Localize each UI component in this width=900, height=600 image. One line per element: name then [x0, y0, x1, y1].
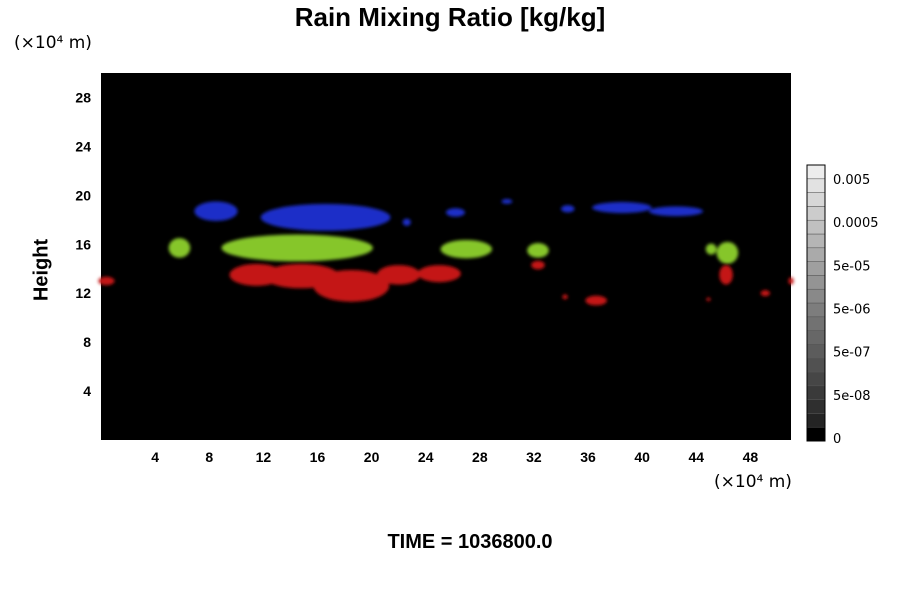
- plot-area: [101, 73, 791, 440]
- colorbar-frame: [806, 164, 826, 442]
- field-regions: [98, 199, 794, 306]
- colorbar-label: 5e-05: [833, 259, 871, 274]
- y-axis-unit: (×10⁴ m): [14, 33, 92, 53]
- field-blob: [648, 206, 704, 217]
- colorbar-swatch: [806, 413, 826, 428]
- x-tick-label: 28: [472, 449, 488, 465]
- x-tick-label: 16: [310, 449, 326, 465]
- field-blob: [531, 260, 545, 270]
- field-blob: [313, 269, 390, 302]
- field-blob: [260, 203, 391, 231]
- colorbar: 0.005 0.0005 5e-05 5e-06 5e-07 5e-08 0: [806, 164, 879, 447]
- field-blob: [221, 234, 373, 262]
- x-tick-label: 24: [418, 449, 434, 465]
- y-tick-label: 28: [75, 89, 91, 105]
- x-tick-label: 12: [256, 449, 272, 465]
- field-blob: [788, 277, 794, 285]
- x-axis-unit: (×10⁴ m): [714, 472, 792, 492]
- colorbar-label: 5e-06: [833, 303, 871, 318]
- field-blob: [446, 208, 465, 217]
- colorbar-label: 0.0005: [833, 216, 879, 231]
- colorbar-swatch: [806, 275, 826, 290]
- time-label: TIME = 1036800.0: [387, 531, 553, 553]
- x-tick-label: 40: [634, 449, 650, 465]
- colorbar-swatch: [806, 344, 826, 359]
- x-tick-label: 20: [364, 449, 380, 465]
- y-axis-ticks: 4 8 12 16 20 24 28: [75, 89, 91, 399]
- region-1: [168, 234, 739, 264]
- y-tick-label: 24: [75, 138, 91, 154]
- x-tick-label: 36: [580, 449, 596, 465]
- colorbar-swatch: [806, 357, 826, 373]
- chart-title: Rain Mixing Ratio [kg/kg]: [294, 2, 606, 32]
- field-blob: [377, 265, 421, 285]
- field-blob: [716, 241, 739, 264]
- colorbar-swatch: [806, 316, 826, 331]
- field-blob: [168, 238, 191, 258]
- colorbar-swatch: [806, 233, 826, 249]
- region-2: [98, 260, 794, 306]
- field-blob: [417, 265, 461, 283]
- field-blob: [706, 297, 711, 302]
- colorbar-label: 0.005: [833, 173, 870, 188]
- y-tick-label: 4: [83, 383, 91, 399]
- colorbar-swatch: [806, 399, 826, 414]
- field-blob: [592, 202, 652, 214]
- colorbar-swatch: [806, 288, 826, 304]
- field-blob: [98, 276, 115, 286]
- y-tick-label: 12: [75, 285, 91, 301]
- colorbar-swatch: [806, 178, 826, 193]
- y-tick-label: 20: [75, 187, 91, 203]
- x-tick-label: 8: [205, 449, 213, 465]
- y-tick-label: 16: [75, 236, 91, 252]
- colorbar-swatch: [806, 371, 826, 387]
- field-blob: [501, 199, 513, 204]
- y-tick-label: 8: [83, 334, 91, 350]
- x-tick-label: 48: [743, 449, 759, 465]
- field-blob: [440, 239, 493, 259]
- field-blob: [585, 295, 607, 306]
- colorbar-swatch: [806, 192, 826, 207]
- colorbar-swatch: [806, 164, 826, 180]
- x-tick-label: 4: [151, 449, 159, 465]
- colorbar-swatch: [806, 261, 826, 276]
- x-tick-label: 44: [689, 449, 705, 465]
- colorbar-label: 5e-08: [833, 389, 871, 404]
- colorbar-swatch: [806, 330, 826, 345]
- region-0: [194, 199, 704, 231]
- field-blob: [402, 218, 411, 226]
- colorbar-swatch: [806, 219, 826, 235]
- colorbar-swatch: [806, 206, 826, 221]
- field-blob: [527, 243, 549, 258]
- field-blob: [705, 243, 717, 255]
- x-axis-ticks: 4 8 12 16 20 24 28 32 36 40 44 48: [151, 449, 758, 465]
- field-blob: [760, 290, 771, 297]
- field-blob: [561, 205, 575, 213]
- colorbar-label: 0: [833, 432, 841, 447]
- colorbar-swatch: [806, 426, 826, 442]
- field-blob: [562, 294, 568, 300]
- colorbar-label: 5e-07: [833, 346, 871, 361]
- colorbar-swatch: [806, 302, 826, 318]
- colorbar-swatch: [806, 247, 826, 262]
- field-blob: [719, 265, 733, 285]
- colorbar-swatch: [806, 385, 826, 400]
- x-tick-label: 32: [526, 449, 542, 465]
- field-blob: [194, 201, 238, 222]
